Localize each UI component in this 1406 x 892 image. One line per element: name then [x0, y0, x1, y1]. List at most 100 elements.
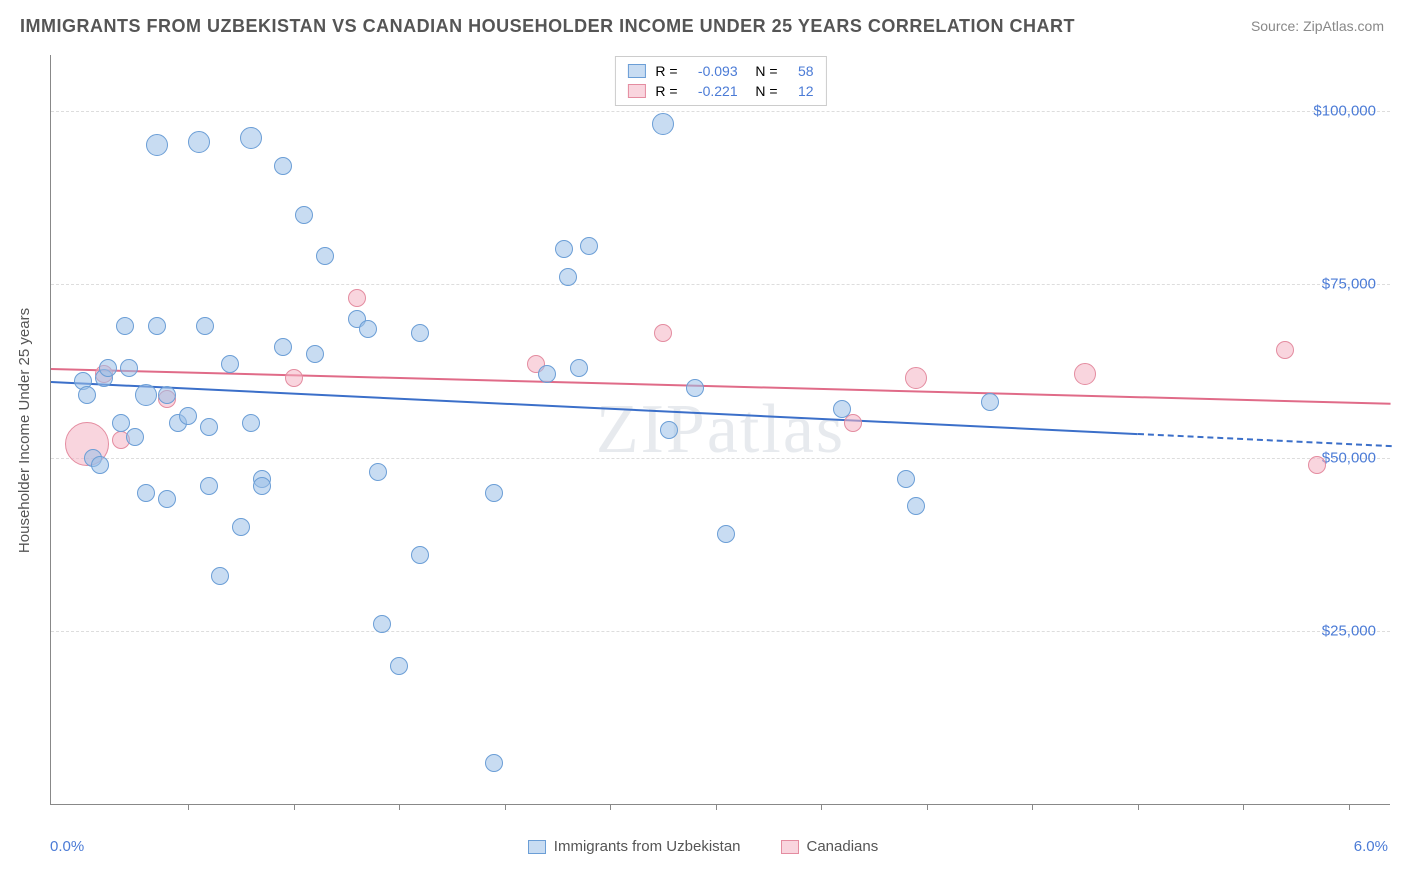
x-tick: [399, 804, 400, 810]
data-point: [240, 127, 262, 149]
data-point: [373, 615, 391, 633]
legend-item-pink: Canadians: [781, 838, 879, 855]
x-tick: [188, 804, 189, 810]
data-point: [135, 384, 157, 406]
data-point: [485, 484, 503, 502]
data-point: [99, 359, 117, 377]
data-point: [148, 317, 166, 335]
swatch-blue-icon: [627, 64, 645, 78]
data-point: [1308, 456, 1326, 474]
chart-container: IMMIGRANTS FROM UZBEKISTAN VS CANADIAN H…: [0, 0, 1406, 892]
grid-line: [51, 631, 1390, 632]
legend-label-pink: Canadians: [807, 838, 879, 855]
data-point: [907, 497, 925, 515]
data-point: [348, 289, 366, 307]
data-point: [78, 386, 96, 404]
x-tick: [1138, 804, 1139, 810]
data-point: [390, 657, 408, 675]
y-tick-label: $75,000: [1322, 276, 1376, 293]
data-point: [555, 240, 573, 258]
data-point: [359, 320, 377, 338]
data-point: [981, 393, 999, 411]
y-tick-label: $50,000: [1322, 449, 1376, 466]
legend-series: Immigrants from Uzbekistan Canadians: [0, 838, 1406, 855]
data-point: [1276, 341, 1294, 359]
data-point: [411, 324, 429, 342]
swatch-pink-icon: [781, 840, 799, 854]
x-tick: [505, 804, 506, 810]
data-point: [833, 400, 851, 418]
data-point: [538, 365, 556, 383]
data-point: [411, 546, 429, 564]
data-point: [211, 567, 229, 585]
data-point: [200, 477, 218, 495]
grid-line: [51, 111, 1390, 112]
x-tick: [821, 804, 822, 810]
data-point: [905, 367, 927, 389]
x-tick: [1349, 804, 1350, 810]
stat-n-blue: 58: [788, 63, 814, 79]
data-point: [274, 157, 292, 175]
data-point: [137, 484, 155, 502]
data-point: [91, 456, 109, 474]
source-link[interactable]: ZipAtlas.com: [1303, 18, 1384, 34]
data-point: [200, 418, 218, 436]
data-point: [188, 131, 210, 153]
y-tick-label: $25,000: [1322, 623, 1376, 640]
data-point: [717, 525, 735, 543]
data-point: [559, 268, 577, 286]
data-point: [654, 324, 672, 342]
data-point: [196, 317, 214, 335]
data-point: [242, 414, 260, 432]
y-tick-label: $100,000: [1313, 102, 1376, 119]
swatch-blue-icon: [528, 840, 546, 854]
trend-line-blue: [1138, 433, 1391, 447]
data-point: [316, 247, 334, 265]
data-point: [369, 463, 387, 481]
data-point: [120, 359, 138, 377]
stat-r-pink: -0.221: [688, 83, 738, 99]
data-point: [306, 345, 324, 363]
data-point: [580, 237, 598, 255]
legend-label-blue: Immigrants from Uzbekistan: [554, 838, 741, 855]
source-label: Source: ZipAtlas.com: [1251, 18, 1384, 34]
y-axis-title-wrap: Householder Income Under 25 years: [0, 55, 50, 805]
data-point: [660, 421, 678, 439]
data-point: [686, 379, 704, 397]
data-point: [897, 470, 915, 488]
stat-r-label: R =: [655, 63, 677, 79]
data-point: [485, 754, 503, 772]
x-tick: [610, 804, 611, 810]
data-point: [232, 518, 250, 536]
swatch-pink-icon: [627, 84, 645, 98]
stat-r-blue: -0.093: [688, 63, 738, 79]
data-point: [112, 414, 130, 432]
data-point: [126, 428, 144, 446]
plot-area: ZIPatlas R = -0.093 N = 58 R = -0.221 N …: [50, 55, 1390, 805]
stat-n-pink: 12: [788, 83, 814, 99]
x-tick: [294, 804, 295, 810]
legend-stat-row-pink: R = -0.221 N = 12: [627, 81, 813, 101]
data-point: [570, 359, 588, 377]
data-point: [116, 317, 134, 335]
data-point: [285, 369, 303, 387]
data-point: [179, 407, 197, 425]
stat-r-label: R =: [655, 83, 677, 99]
legend-item-blue: Immigrants from Uzbekistan: [528, 838, 741, 855]
x-tick: [927, 804, 928, 810]
chart-title: IMMIGRANTS FROM UZBEKISTAN VS CANADIAN H…: [20, 16, 1075, 37]
trend-line-pink: [51, 368, 1391, 405]
y-axis-title: Householder Income Under 25 years: [17, 307, 34, 552]
data-point: [158, 490, 176, 508]
legend-stat-row-blue: R = -0.093 N = 58: [627, 61, 813, 81]
data-point: [274, 338, 292, 356]
data-point: [146, 134, 168, 156]
data-point: [221, 355, 239, 373]
source-prefix: Source:: [1251, 18, 1303, 34]
data-point: [652, 113, 674, 135]
x-tick: [716, 804, 717, 810]
data-point: [253, 477, 271, 495]
grid-line: [51, 458, 1390, 459]
legend-stats-box: R = -0.093 N = 58 R = -0.221 N = 12: [614, 56, 826, 106]
grid-line: [51, 284, 1390, 285]
